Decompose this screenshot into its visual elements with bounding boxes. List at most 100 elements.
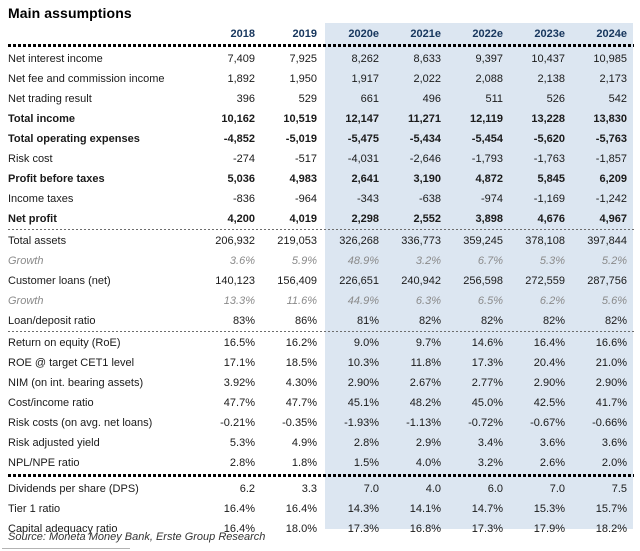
cell-value: -2,646 [409,153,441,165]
row-label: Total assets [8,235,67,247]
cell-value: 2.0% [601,457,627,469]
cell-value: 45.0% [471,397,503,409]
table-row: Tier 1 ratio 16.4% 16.4% 14.3% 14.1% 14.7% 15.… [8,499,634,519]
cell-value: 11,271 [407,113,441,125]
cell-value: 2,088 [475,73,503,85]
cell-value: 1,917 [351,73,379,85]
column-header: 2024e [596,28,627,40]
cell-value: 2.8% [353,437,379,449]
cell-value: 3.3 [301,483,317,495]
cell-value: 526 [546,93,565,105]
cell-value: 7.0 [363,483,379,495]
row-label: ROE @ target CET1 level [8,357,135,369]
cell-value: 240,942 [401,275,441,287]
cell-value: -5,763 [595,133,627,145]
cell-value: 10,985 [593,53,627,65]
bottom-divider [2,548,130,549]
column-header: 2019 [292,28,317,40]
cell-value: -1.93% [344,417,379,429]
table-row: Income taxes -836 -964 -343 -638 -974 -1,169 -1… [8,189,634,209]
cell-value: 359,245 [463,235,503,247]
cell-value: 256,598 [463,275,503,287]
cell-value: 18.0% [285,523,317,535]
cell-value: 16.6% [595,337,627,349]
cell-value: 81% [356,315,379,327]
table-header-row: 2018 2019 2020e 2021e 2022e 2023e 2024e [8,25,634,43]
cell-value: 6.5% [477,295,503,307]
table-row: Total assets 206,932 219,053 326,268 336,773… [8,231,634,251]
cell-value: 2,173 [599,73,627,85]
section-divider [8,474,634,477]
row-label: Net profit [8,213,57,225]
cell-value: -5,475 [347,133,379,145]
cell-value: 4,872 [475,173,503,185]
cell-value: -4,852 [223,133,255,145]
cell-value: 21.0% [595,357,627,369]
cell-value: 1,892 [227,73,255,85]
table-row: Total income 10,162 10,519 12,147 11,271 12,1… [8,109,634,129]
cell-value: 397,844 [587,235,627,247]
cell-value: 4,200 [227,213,255,225]
table-row: Growth 3.6% 5.9% 48.9% 3.2% 6.7% 5.3% 5.2% [8,251,634,271]
table-row: Capital adequacy ratio 16.4% 18.0% 17.3% 16.… [8,519,634,539]
cell-value: 140,123 [215,275,255,287]
cell-value: 378,108 [525,235,565,247]
column-header: 2021e [410,28,441,40]
cell-value: 396 [236,93,255,105]
cell-value: 3,898 [475,213,503,225]
row-label: Loan/deposit ratio [8,315,96,327]
table-row: Customer loans (net) 140,123 156,409 226,65… [8,271,634,291]
cell-value: 2.67% [409,377,441,389]
cell-value: 48.9% [347,255,379,267]
cell-value: 44.9% [347,295,379,307]
cell-value: 2.90% [347,377,379,389]
row-label: Total income [8,113,76,125]
column-header: 2020e [348,28,379,40]
cell-value: 14.1% [409,503,441,515]
cell-value: 12,147 [345,113,379,125]
page-title: Main assumptions [8,5,132,21]
cell-value: 272,559 [525,275,565,287]
cell-value: -1.13% [406,417,441,429]
cell-value: 17.3% [471,357,503,369]
cell-value: -1,169 [533,193,565,205]
cell-value: 1,950 [289,73,317,85]
cell-value: -5,454 [471,133,503,145]
cell-value: 5.3% [229,437,255,449]
table-row: Growth 13.3% 11.6% 44.9% 6.3% 6.5% 6.2% 5.6% [8,291,634,311]
cell-value: 14.7% [471,503,503,515]
table-row: Risk cost -274 -517 -4,031 -2,646 -1,793 -1,76… [8,149,634,169]
cell-value: -836 [232,193,255,205]
cell-value: 2.9% [415,437,441,449]
cell-value: 48.2% [409,397,441,409]
cell-value: 7.0 [549,483,565,495]
cell-value: 16.8% [409,523,441,535]
cell-value: 1.5% [353,457,379,469]
table-row: Cost/income ratio 47.7% 47.7% 45.1% 48.2% 45.… [8,393,634,413]
cell-value: 17.9% [533,523,565,535]
cell-value: 13.3% [223,295,255,307]
cell-value: 15.7% [595,503,627,515]
row-label: Cost/income ratio [8,397,94,409]
cell-value: -1,763 [533,153,565,165]
cell-value: 17.3% [347,523,379,535]
table-row: Net profit 4,200 4,019 2,298 2,552 3,898 4,676… [8,209,634,229]
cell-value: 9.0% [353,337,379,349]
cell-value: -964 [294,193,317,205]
cell-value: -1,242 [595,193,627,205]
row-label: Risk cost [8,153,53,165]
cell-value: -5,434 [409,133,441,145]
cell-value: 4.0 [425,483,441,495]
cell-value: 9.7% [415,337,441,349]
cell-value: 16.4% [285,503,317,515]
cell-value: 47.7% [223,397,255,409]
estimate-columns-shade [325,23,633,529]
cell-value: 3.4% [477,437,503,449]
cell-value: 5,845 [537,173,565,185]
row-label: Tier 1 ratio [8,503,61,515]
cell-value: 1.8% [291,457,317,469]
cell-value: 10,519 [283,113,317,125]
table-row: Return on equity (RoE) 16.5% 16.2% 9.0% 9.7%… [8,333,634,353]
cell-value: 10.3% [347,357,379,369]
table-row: Loan/deposit ratio 83% 86% 81% 82% 82% 82% 82% [8,311,634,331]
